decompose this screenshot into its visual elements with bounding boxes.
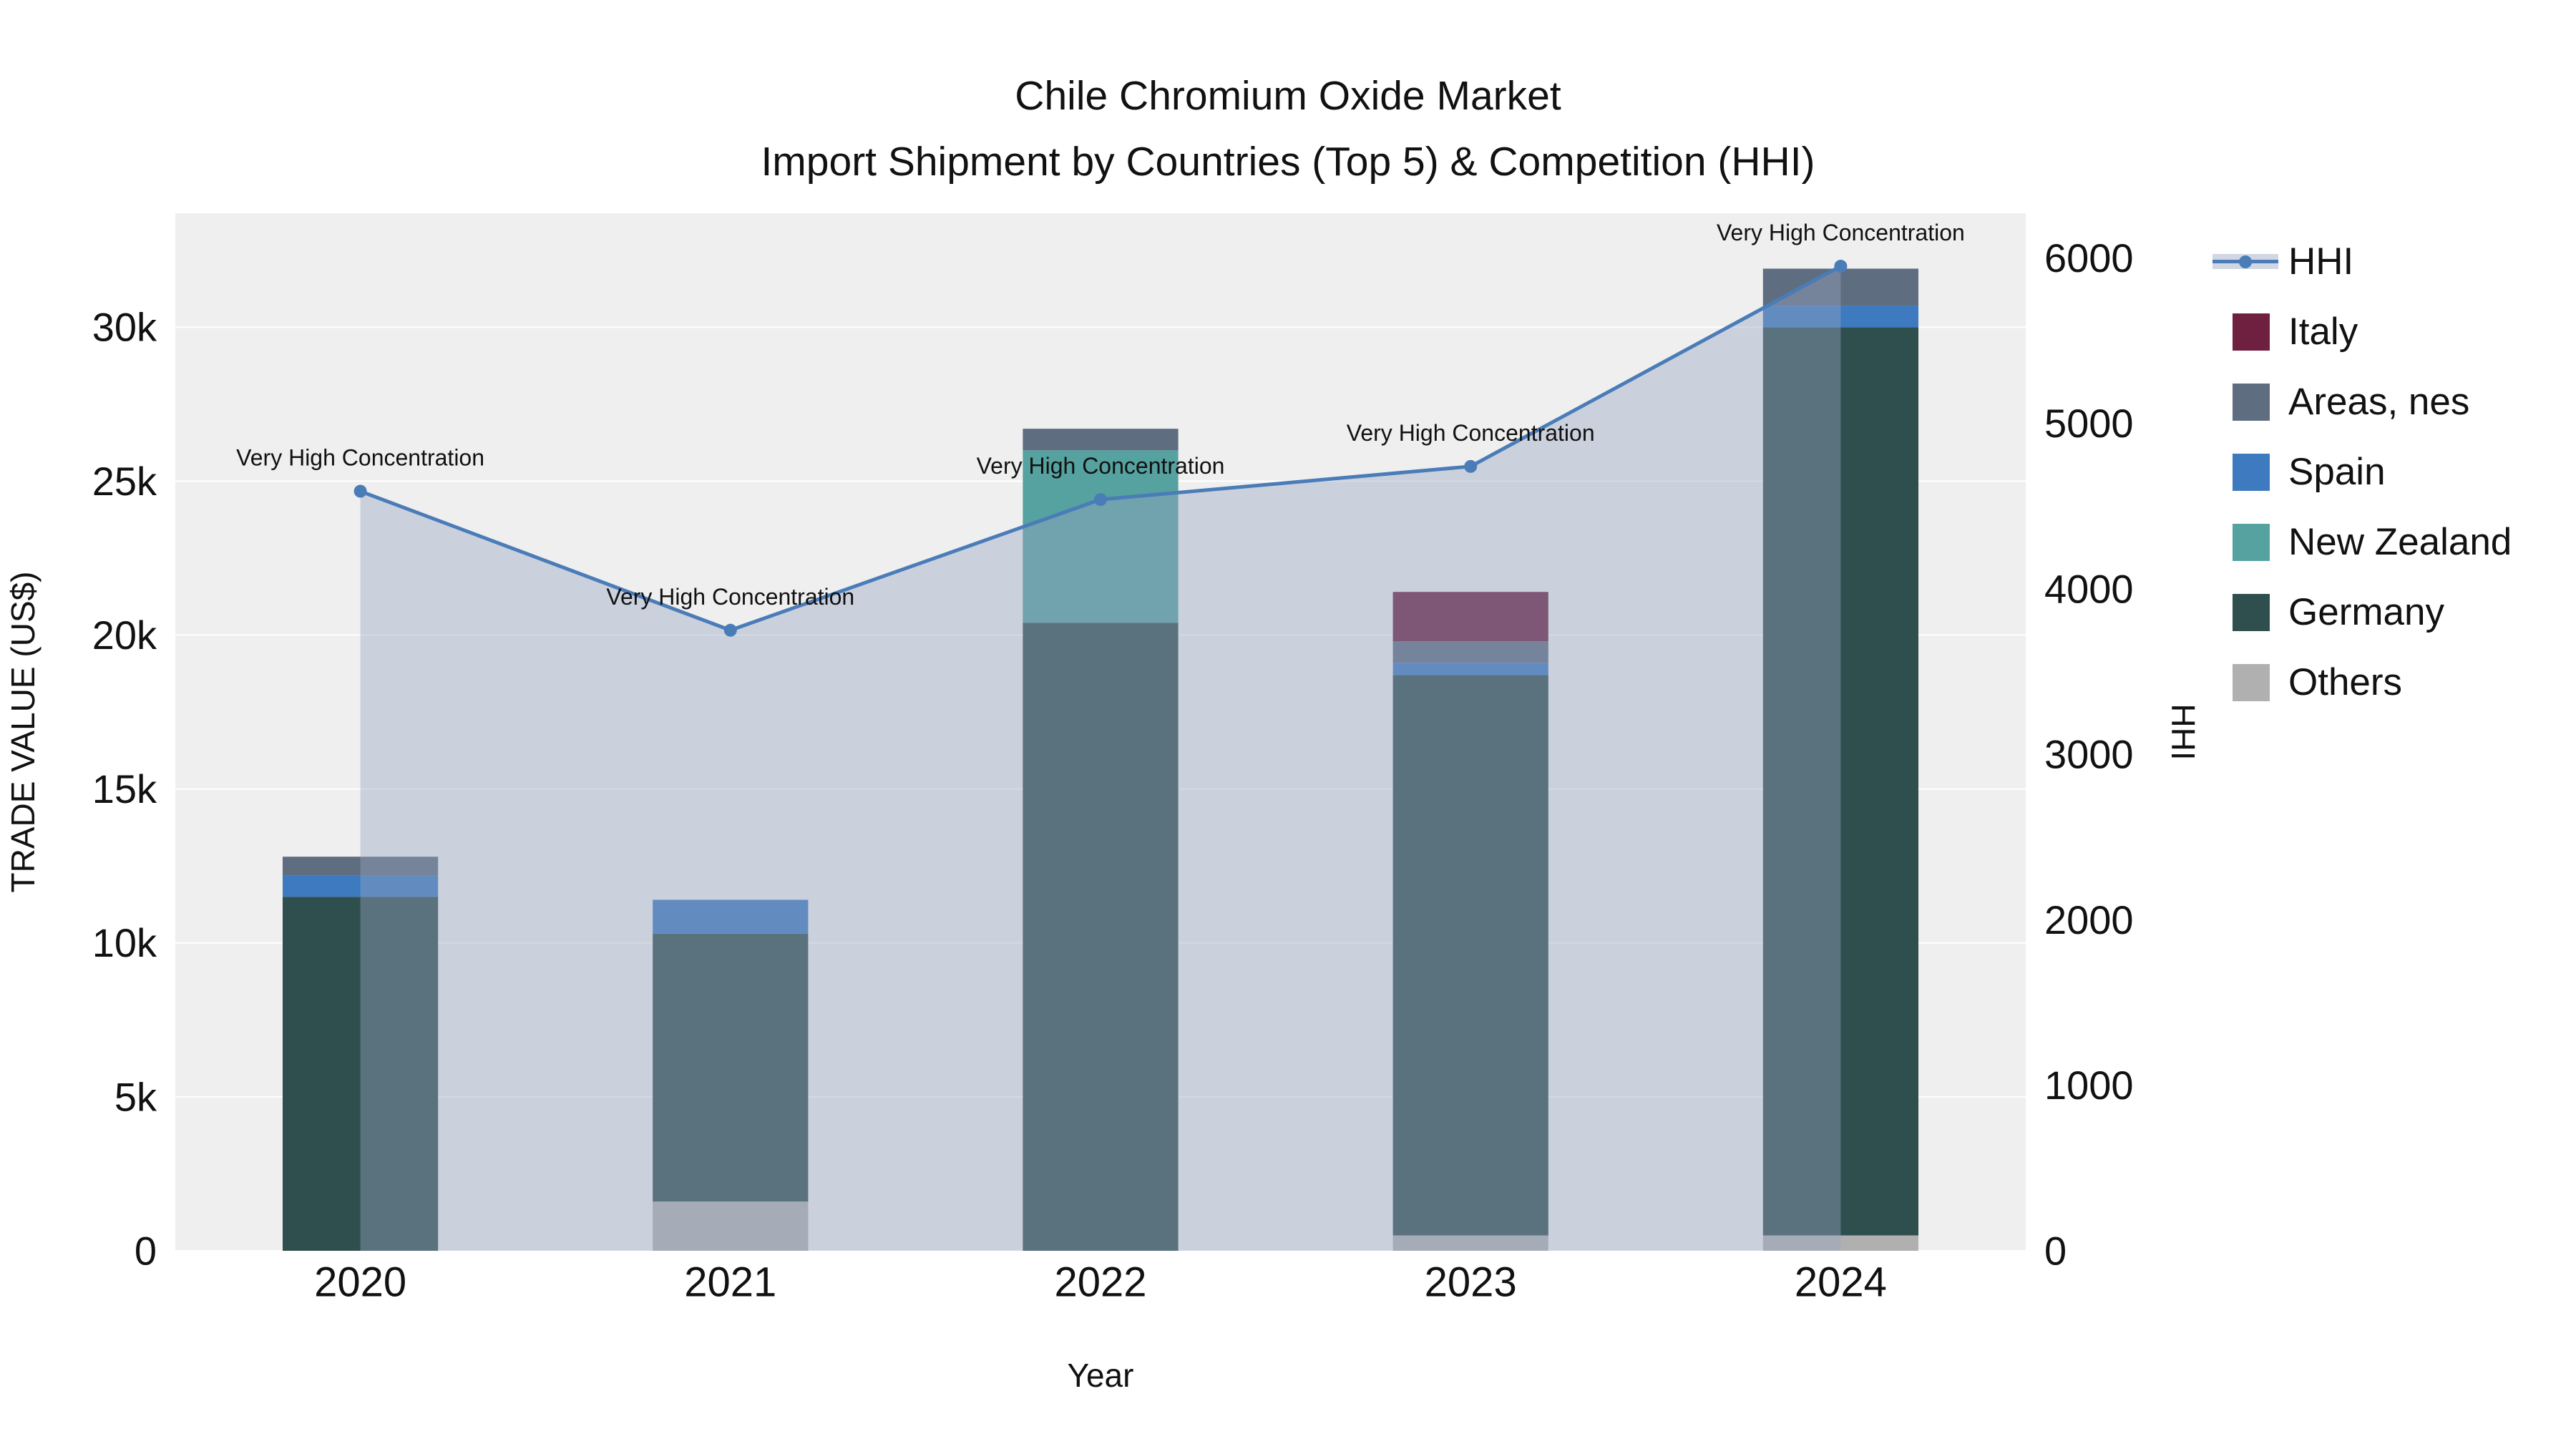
bar-segment-areas-nes [1392, 641, 1548, 663]
legend-item-italy[interactable]: Italy [2212, 311, 2512, 353]
hhi-line-swatch-icon [2212, 242, 2288, 281]
x-tick-label: 2022 [1054, 1259, 1146, 1306]
bar-segment-spain [1762, 306, 1919, 328]
x-tick-label: 2024 [1795, 1259, 1887, 1306]
bar-segment-spain [653, 899, 809, 934]
bar-segment-germany [1023, 623, 1179, 1251]
legend-label: Germany [2288, 591, 2444, 633]
annotation-very-high-concentration: Very High Concentration [606, 584, 854, 610]
hhi-marker [723, 623, 737, 637]
y-left-tick-label: 5k [114, 1074, 157, 1119]
annotation-very-high-concentration: Very High Concentration [236, 445, 484, 471]
bar-segment-germany [282, 897, 439, 1251]
chart-title-line1: Chile Chromium Oxide Market [1015, 73, 1561, 119]
legend-swatch-icon [2212, 453, 2288, 491]
chart-title: Chile Chromium Oxide Market Import Shipm… [0, 63, 2576, 195]
bar-segment-others [1392, 1235, 1548, 1251]
legend: HHI Italy Areas, nes Spain New Zealand German… [2212, 240, 2512, 703]
y-left-axis-title: TRADE VALUE (US$) [4, 571, 42, 892]
legend-swatch-icon [2212, 523, 2288, 561]
bar-segment-others [1762, 1235, 1919, 1251]
bar-segment-spain [282, 875, 439, 897]
legend-swatch-icon [2212, 663, 2288, 701]
chart-title-line2: Import Shipment by Countries (Top 5) & C… [761, 139, 1815, 185]
bar-segment-spain [1392, 663, 1548, 675]
y-right-tick-label: 1000 [2044, 1063, 2134, 1108]
hhi-marker [353, 484, 367, 498]
x-tick-label: 2020 [314, 1259, 406, 1306]
annotation-very-high-concentration: Very High Concentration [1347, 420, 1595, 446]
legend-swatch-icon [2212, 313, 2288, 351]
hhi-area [360, 266, 1841, 1252]
legend-item-hhi[interactable]: HHI [2212, 240, 2512, 283]
bar-segment-new-zealand [1023, 450, 1179, 623]
y-right-tick-label: 4000 [2044, 566, 2134, 611]
bar-segment-others [653, 1201, 809, 1251]
hhi-marker [1094, 493, 1107, 507]
y-right-tick-label: 5000 [2044, 401, 2134, 446]
x-tick-label: 2021 [684, 1259, 776, 1306]
bar-segment-germany [1392, 675, 1548, 1236]
bar-segment-germany [1762, 327, 1919, 1236]
hhi-marker [1834, 260, 1848, 273]
legend-label: Areas, nes [2288, 381, 2470, 423]
bar-segment-areas-nes [282, 857, 439, 876]
legend-label: HHI [2288, 240, 2354, 283]
legend-item-spain[interactable]: Spain [2212, 451, 2512, 493]
y-left-tick-label: 0 [135, 1229, 157, 1274]
y-right-tick-label: 0 [2044, 1229, 2067, 1274]
legend-label: Others [2288, 661, 2403, 703]
legend-item-germany[interactable]: Germany [2212, 591, 2512, 633]
y-left-tick-label: 15k [92, 766, 157, 811]
y-right-tick-label: 2000 [2044, 897, 2134, 942]
legend-swatch-icon [2212, 593, 2288, 631]
annotation-very-high-concentration: Very High Concentration [977, 453, 1225, 479]
hhi-marker [1464, 459, 1478, 473]
legend-label: New Zealand [2288, 521, 2512, 563]
bar-segment-germany [653, 933, 809, 1202]
legend-item-new-zealand[interactable]: New Zealand [2212, 521, 2512, 563]
bar-segment-areas-nes [1762, 268, 1919, 306]
y-right-tick-label: 3000 [2044, 732, 2134, 777]
y-right-axis-title: HHI [2165, 703, 2202, 760]
y-left-tick-label: 20k [92, 613, 157, 658]
y-left-tick-label: 10k [92, 920, 157, 965]
bar-segment-areas-nes [1023, 429, 1179, 451]
legend-label: Spain [2288, 451, 2386, 493]
legend-item-others[interactable]: Others [2212, 661, 2512, 703]
x-tick-label: 2023 [1425, 1259, 1517, 1306]
bar-segment-italy [1392, 592, 1548, 642]
legend-swatch-icon [2212, 383, 2288, 421]
legend-item-areas-nes[interactable]: Areas, nes [2212, 381, 2512, 423]
legend-label: Italy [2288, 311, 2358, 353]
x-axis-title: Year [1068, 1357, 1134, 1394]
y-right-tick-label: 6000 [2044, 235, 2134, 280]
y-left-tick-label: 30k [92, 305, 157, 350]
annotation-very-high-concentration: Very High Concentration [1717, 220, 1965, 245]
y-left-tick-label: 25k [92, 459, 157, 504]
